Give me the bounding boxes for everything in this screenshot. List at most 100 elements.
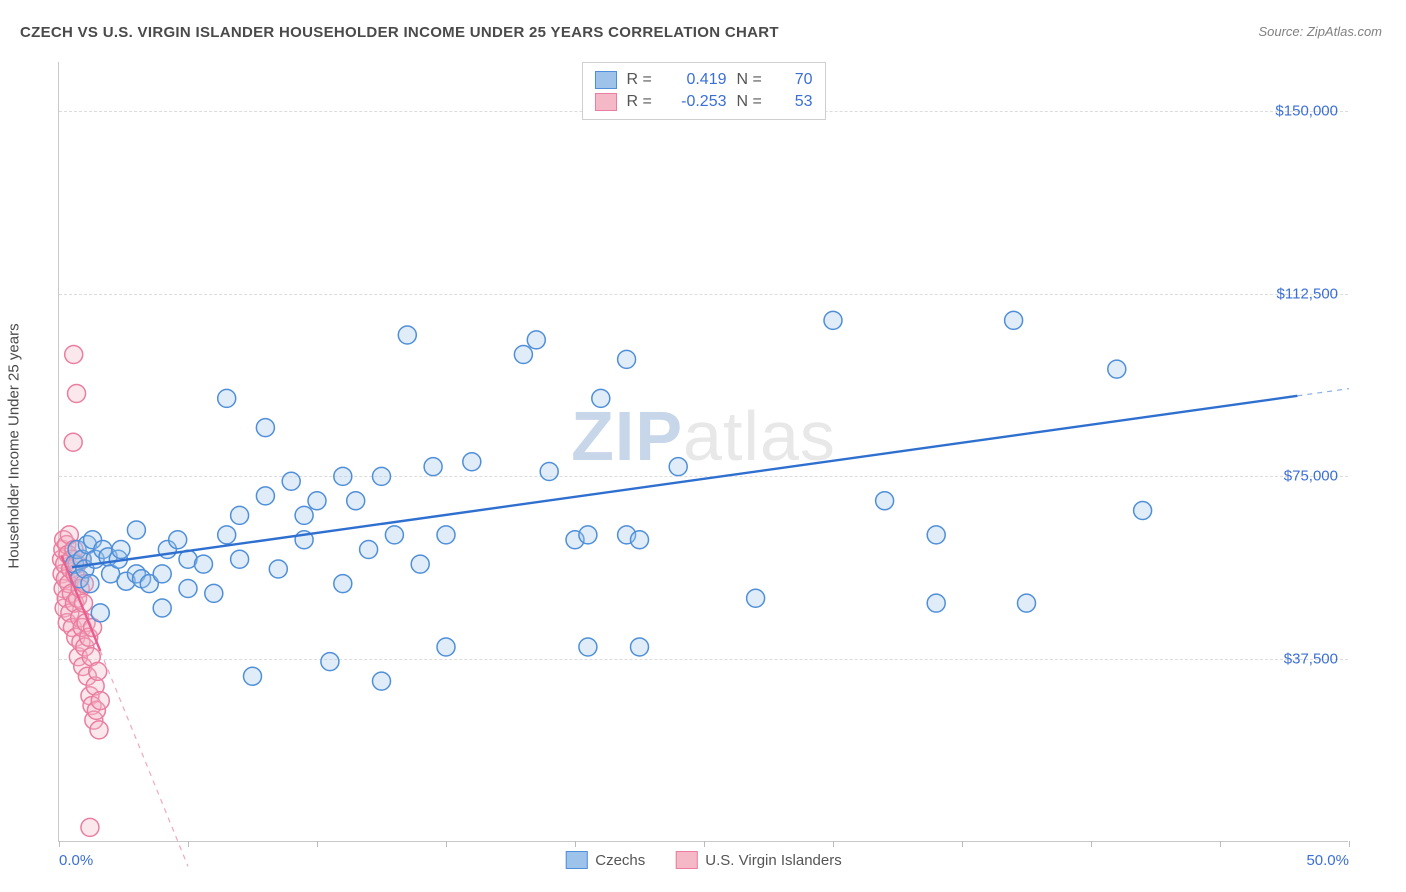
data-point [64,433,82,451]
data-point [90,721,108,739]
stat-r-label: R = [627,93,657,111]
source-attribution: Source: ZipAtlas.com [1258,24,1382,39]
data-point [269,560,287,578]
data-point [65,346,83,364]
stat-r-label: R = [627,71,657,89]
y-axis-title: Householder Income Under 25 years [6,323,23,568]
data-point [218,389,236,407]
scatter-plot-svg [59,62,1348,841]
x-tick [446,841,447,847]
stat-n-label: N = [737,71,767,89]
x-tick [704,841,705,847]
data-point [669,458,687,476]
data-point [179,580,197,598]
data-point [514,346,532,364]
data-point [68,385,86,403]
x-tick [188,841,189,847]
data-point [334,575,352,593]
data-point [385,526,403,544]
data-point [295,506,313,524]
data-point [424,458,442,476]
trend-line [72,396,1298,567]
chart-plot-area: ZIPatlas R =0.419N =70R =-0.253N =53 Cze… [58,62,1348,842]
data-point [153,565,171,583]
legend-label: Czechs [595,852,645,869]
legend-label: U.S. Virgin Islanders [705,852,841,869]
data-point [824,311,842,329]
data-point [112,541,130,559]
data-point [527,331,545,349]
data-point [1108,360,1126,378]
legend-swatch [595,93,617,111]
data-point [282,472,300,490]
stats-row: R = -0.253 N = 53 [595,91,813,113]
x-tick [1349,841,1350,847]
x-tick [317,841,318,847]
data-point [373,672,391,690]
correlation-stats-box: R = 0.419 N = 70 R = -0.253 N = 53 [582,62,826,120]
stat-n-value: 53 [777,93,813,111]
data-point [1018,594,1036,612]
data-point [308,492,326,510]
data-point [876,492,894,510]
data-point [398,326,416,344]
data-point [81,575,99,593]
x-tick [962,841,963,847]
stat-r-value: -0.253 [667,93,727,111]
legend: Czechs U.S. Virgin Islanders [565,851,841,869]
data-point [256,487,274,505]
data-point [437,526,455,544]
chart-title: CZECH VS U.S. VIRGIN ISLANDER HOUSEHOLDE… [20,24,779,41]
data-point [411,555,429,573]
data-point [373,467,391,485]
legend-item: U.S. Virgin Islanders [675,851,841,869]
data-point [153,599,171,617]
data-point [347,492,365,510]
data-point [205,584,223,602]
data-point [631,638,649,656]
legend-swatch [595,71,617,89]
data-point [1005,311,1023,329]
data-point [1134,502,1152,520]
data-point [169,531,187,549]
stat-n-label: N = [737,93,767,111]
x-tick [1091,841,1092,847]
x-tick [1220,841,1221,847]
data-point [244,667,262,685]
data-point [218,526,236,544]
data-point [91,604,109,622]
data-point [463,453,481,471]
stats-row: R = 0.419 N = 70 [595,69,813,91]
data-point [579,526,597,544]
x-tick [575,841,576,847]
x-tick [833,841,834,847]
x-tick [59,841,60,847]
stat-r-value: 0.419 [667,71,727,89]
data-point [89,662,107,680]
stat-n-value: 70 [777,71,813,89]
data-point [194,555,212,573]
data-point [321,653,339,671]
data-point [579,638,597,656]
data-point [334,467,352,485]
data-point [592,389,610,407]
data-point [127,521,145,539]
data-point [256,419,274,437]
x-tick-label: 50.0% [1306,852,1349,869]
data-point [927,526,945,544]
data-point [927,594,945,612]
data-point [618,350,636,368]
data-point [81,818,99,836]
data-point [91,692,109,710]
data-point [360,541,378,559]
legend-item: Czechs [565,851,645,869]
data-point [437,638,455,656]
data-point [231,550,249,568]
data-point [631,531,649,549]
legend-swatch [675,851,697,869]
legend-swatch [565,851,587,869]
x-tick-label: 0.0% [59,852,93,869]
data-point [231,506,249,524]
data-point [747,589,765,607]
data-point [540,463,558,481]
